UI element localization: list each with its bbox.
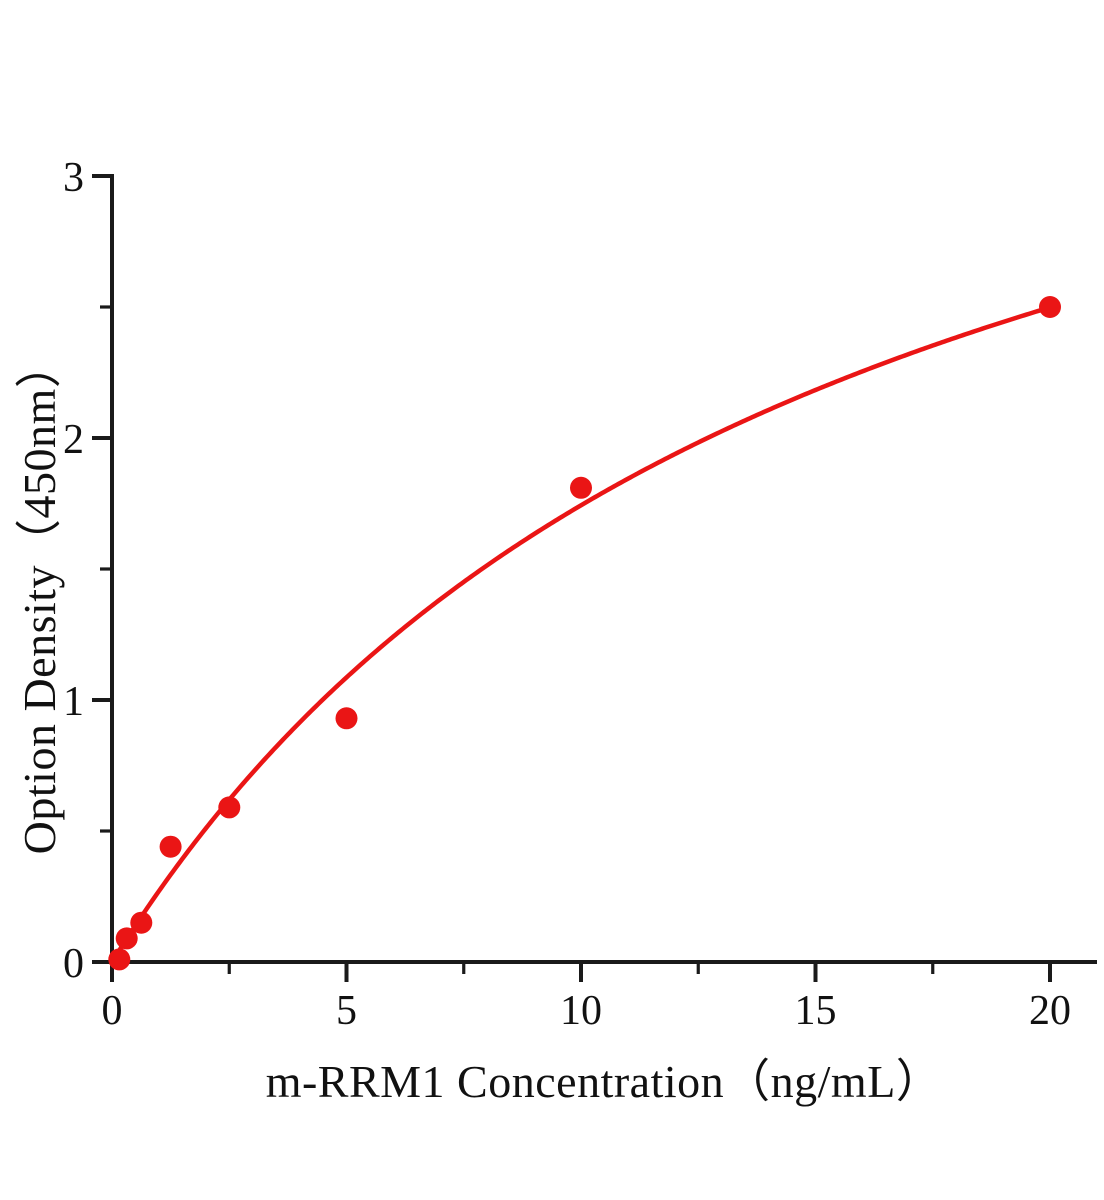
y-tick-label: 2 xyxy=(63,417,84,463)
data-point xyxy=(115,927,138,950)
y-tick-label: 0 xyxy=(63,941,84,987)
y-tick-label: 1 xyxy=(63,679,84,725)
x-tick-label: 10 xyxy=(560,988,602,1034)
data-point xyxy=(218,796,241,819)
data-point xyxy=(130,911,153,934)
data-point xyxy=(335,707,358,730)
data-point xyxy=(108,948,131,971)
y-axis-label: Option Density（450nm） xyxy=(14,341,65,855)
x-axis-label: m-RRM1 Concentration（ng/mL） xyxy=(265,1056,943,1107)
data-point xyxy=(159,835,182,858)
x-tick-label: 20 xyxy=(1029,988,1071,1034)
data-point xyxy=(1039,296,1061,318)
y-tick-label: 3 xyxy=(63,155,84,201)
fit-curve xyxy=(112,305,1053,961)
x-tick-label: 15 xyxy=(795,988,837,1034)
x-tick-label: 5 xyxy=(336,988,357,1034)
x-tick-label: 0 xyxy=(102,988,123,1034)
data-point xyxy=(570,476,592,499)
